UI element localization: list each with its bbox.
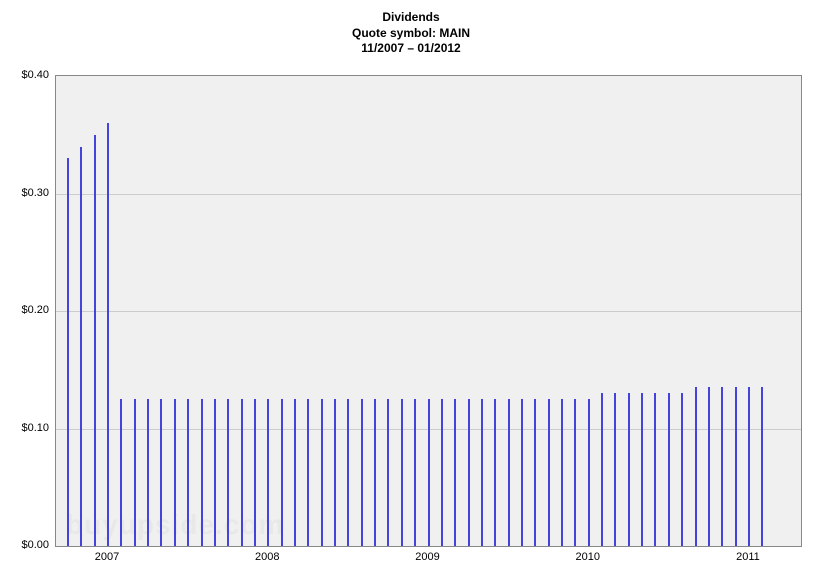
dividend-bar [614, 393, 616, 546]
dividend-bar [67, 158, 69, 546]
gridline [56, 311, 801, 312]
dividend-bar [695, 387, 697, 546]
dividend-bar [107, 123, 109, 546]
dividend-bar [761, 387, 763, 546]
dividend-bar [441, 399, 443, 546]
dividend-bar [494, 399, 496, 546]
y-tick-label: $0.30 [0, 187, 49, 199]
dividend-bar [414, 399, 416, 546]
dividend-bar [134, 399, 136, 546]
dividend-bar [267, 399, 269, 546]
dividend-bar [321, 399, 323, 546]
chart-title-line3: 11/2007 – 01/2012 [0, 41, 822, 57]
dividend-bar [281, 399, 283, 546]
dividend-bar [374, 399, 376, 546]
dividend-bar [147, 399, 149, 546]
dividend-bar [548, 399, 550, 546]
dividend-bar [294, 399, 296, 546]
dividend-bar [721, 387, 723, 546]
chart-container: Dividends Quote symbol: MAIN 11/2007 – 0… [0, 0, 822, 588]
dividend-bar [534, 399, 536, 546]
dividend-bar [428, 399, 430, 546]
dividend-bar [601, 393, 603, 546]
dividend-bar [574, 399, 576, 546]
dividend-bar [468, 399, 470, 546]
dividend-bar [307, 399, 309, 546]
chart-title-line2: Quote symbol: MAIN [0, 26, 822, 42]
chart-title-line1: Dividends [0, 10, 822, 26]
dividend-bar [214, 399, 216, 546]
x-tick-label: 2010 [575, 551, 599, 563]
y-tick-label: $0.40 [0, 69, 49, 81]
plot-area: buyupside.com [55, 75, 802, 547]
x-tick-label: 2011 [736, 551, 760, 563]
dividend-bar [454, 399, 456, 546]
dividend-bar [668, 393, 670, 546]
dividend-bar [334, 399, 336, 546]
dividend-bar [201, 399, 203, 546]
dividend-bar [80, 147, 82, 547]
dividend-bar [735, 387, 737, 546]
y-tick-label: $0.10 [0, 422, 49, 434]
dividend-bar [748, 387, 750, 546]
dividend-bar [401, 399, 403, 546]
dividend-bar [387, 399, 389, 546]
dividend-bar [187, 399, 189, 546]
dividend-bar [347, 399, 349, 546]
y-tick-label: $0.20 [0, 304, 49, 316]
dividend-bar [160, 399, 162, 546]
dividend-bar [94, 135, 96, 546]
gridline [56, 194, 801, 195]
dividend-bar [361, 399, 363, 546]
x-tick-label: 2008 [255, 551, 279, 563]
dividend-bar [120, 399, 122, 546]
x-tick-label: 2009 [415, 551, 439, 563]
dividend-bar [174, 399, 176, 546]
dividend-bar [254, 399, 256, 546]
dividend-bar [227, 399, 229, 546]
dividend-bar [681, 393, 683, 546]
dividend-bar [588, 399, 590, 546]
dividend-bar [628, 393, 630, 546]
y-tick-label: $0.00 [0, 539, 49, 551]
x-tick-label: 2007 [95, 551, 119, 563]
dividend-bar [521, 399, 523, 546]
chart-title-block: Dividends Quote symbol: MAIN 11/2007 – 0… [0, 10, 822, 57]
dividend-bar [708, 387, 710, 546]
dividend-bar [508, 399, 510, 546]
dividend-bar [641, 393, 643, 546]
dividend-bar [481, 399, 483, 546]
dividend-bar [241, 399, 243, 546]
dividend-bar [654, 393, 656, 546]
dividend-bar [561, 399, 563, 546]
